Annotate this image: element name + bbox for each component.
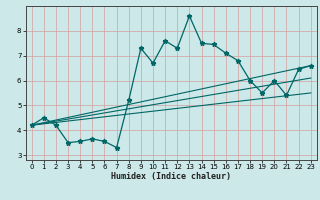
X-axis label: Humidex (Indice chaleur): Humidex (Indice chaleur): [111, 172, 231, 181]
